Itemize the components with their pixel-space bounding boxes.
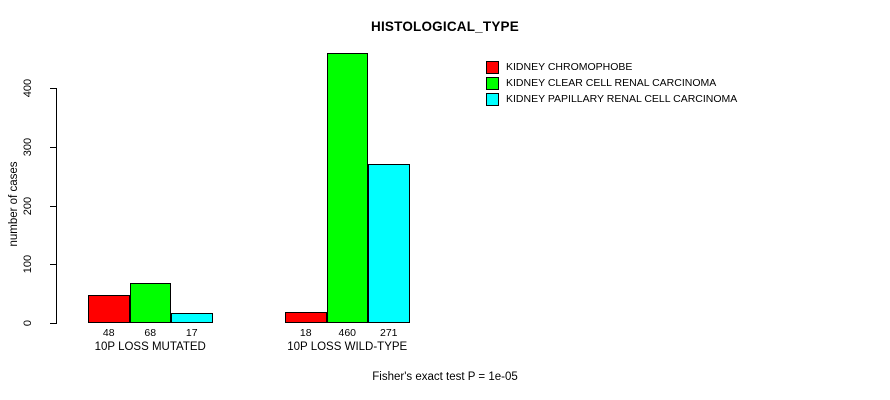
bar[interactable] xyxy=(88,294,130,323)
y-axis-tick-label: 100 xyxy=(22,255,34,274)
legend-item[interactable]: KIDNEY CLEAR CELL RENAL CARCINOMA xyxy=(486,76,786,91)
y-axis-tick xyxy=(50,205,56,207)
legend-color-swatch xyxy=(486,61,499,74)
y-axis-tick-label: 200 xyxy=(22,196,34,215)
y-axis-tick-label: 300 xyxy=(22,137,34,156)
chart-title: HISTOLOGICAL_TYPE xyxy=(371,19,519,34)
bar-value-label: 17 xyxy=(185,327,198,339)
bar[interactable] xyxy=(171,313,213,323)
y-axis-tick xyxy=(50,323,56,324)
y-axis-tick-label-wrap: 0 xyxy=(10,316,46,330)
x-axis-group-label: 10P LOSS WILD-TYPE xyxy=(287,341,408,353)
y-axis-tick xyxy=(50,264,56,266)
chart-legend: KIDNEY CHROMOPHOBE KIDNEY CLEAR CELL RENA… xyxy=(486,60,786,108)
bar-value-label: 68 xyxy=(144,327,157,339)
y-axis-tick-label: 400 xyxy=(22,78,34,98)
legend-color-swatch xyxy=(486,77,499,90)
bar-value-label: 460 xyxy=(338,327,357,339)
legend-item-label: KIDNEY CHROMOPHOBE xyxy=(506,61,633,73)
bar-value-label: 48 xyxy=(102,327,115,339)
legend-item-label: KIDNEY PAPILLARY RENAL CELL CARCINOMA xyxy=(506,93,738,105)
y-axis-tick-label: 0 xyxy=(22,319,34,327)
bar-value-label: 271 xyxy=(379,327,398,339)
plot-area: 0 100 200 300 400 number of cases 48 68 17 10P … xyxy=(8,52,410,353)
legend-item[interactable]: KIDNEY CHROMOPHOBE xyxy=(486,60,786,75)
y-axis-tick xyxy=(50,146,56,148)
statistical-test-annotation: Fisher's exact test P = 1e-05 xyxy=(372,371,518,383)
bar[interactable] xyxy=(285,312,327,323)
legend-color-swatch xyxy=(486,93,499,106)
bar-value-label: 18 xyxy=(299,327,312,339)
y-axis-tick xyxy=(50,88,56,89)
x-axis-group-label: 10P LOSS MUTATED xyxy=(94,341,206,353)
legend-item-label: KIDNEY CLEAR CELL RENAL CARCINOMA xyxy=(506,77,717,89)
legend-item[interactable]: KIDNEY PAPILLARY RENAL CELL CARCINOMA xyxy=(486,92,786,107)
bar[interactable] xyxy=(129,283,171,323)
y-axis-line xyxy=(56,88,57,324)
bar[interactable] xyxy=(326,52,368,323)
y-axis-title: number of cases xyxy=(8,161,20,247)
y-axis-tick-label-wrap: 400 xyxy=(10,79,46,97)
bar[interactable] xyxy=(368,163,410,323)
